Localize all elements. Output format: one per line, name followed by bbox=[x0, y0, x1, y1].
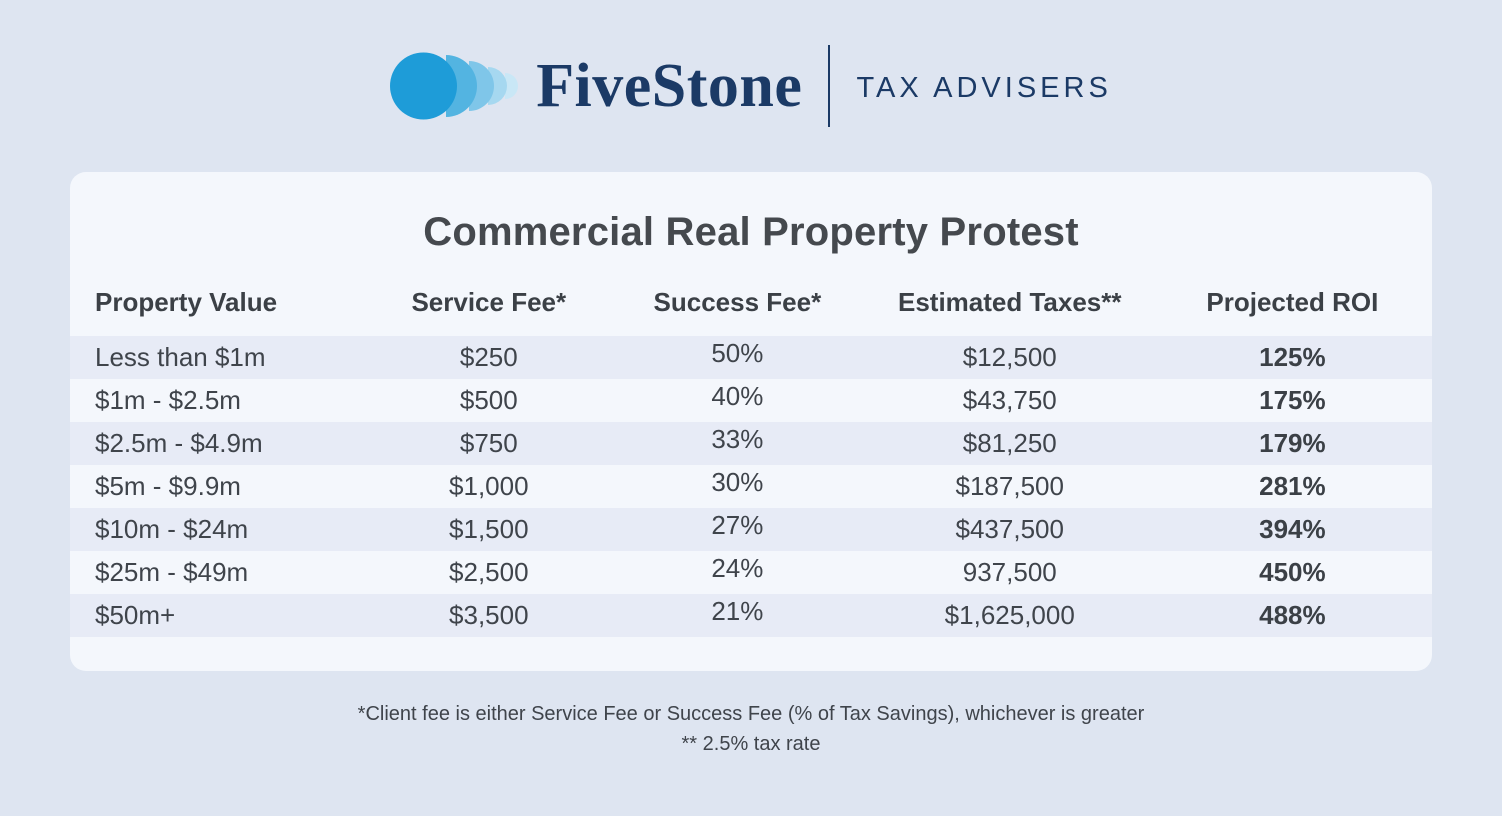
pricing-card: Commercial Real Property Protest Propert… bbox=[70, 172, 1432, 671]
table-cell: $5m - $9.9m bbox=[95, 471, 241, 501]
brand-tagline: TAX ADVISERS bbox=[856, 71, 1112, 104]
table-cell: $500 bbox=[459, 385, 518, 415]
table-cell: $187,500 bbox=[955, 471, 1064, 501]
table-cell: 24% bbox=[711, 553, 764, 583]
table-cell: 937,500 bbox=[962, 557, 1057, 587]
table-cell: 50% bbox=[711, 338, 764, 368]
table-cell: 33% bbox=[711, 424, 764, 454]
table-cell: $1,000 bbox=[449, 471, 529, 501]
table-cell: $43,750 bbox=[962, 385, 1057, 415]
table-row: $10m - $24m $1,500 27% $437,500 394% bbox=[70, 508, 1432, 551]
table-cell: 27% bbox=[711, 510, 764, 540]
table-cell: 40% bbox=[711, 381, 764, 411]
brand-name: FiveStone bbox=[536, 52, 803, 120]
fivestone-logo: FiveStone TAX ADVISERS bbox=[390, 45, 1112, 127]
table-cell: $250 bbox=[459, 342, 518, 372]
table-row: $25m - $49m $2,500 24% 937,500 450% bbox=[70, 551, 1432, 594]
table-cell: 175% bbox=[1259, 385, 1326, 415]
table-cell: $50m+ bbox=[95, 600, 176, 630]
footnote-client-fee: *Client fee is either Service Fee or Suc… bbox=[357, 703, 1145, 725]
table-cell: $1,500 bbox=[449, 514, 529, 544]
column-header: Projected ROI bbox=[1206, 287, 1379, 317]
table-cell: $2.5m - $4.9m bbox=[95, 428, 263, 458]
table-cell: 125% bbox=[1259, 342, 1326, 372]
table-header-row: Property Value Service Fee* Success Fee* Es… bbox=[70, 287, 1432, 336]
table-row: Less than $1m $250 50% $12,500 125% bbox=[70, 336, 1432, 379]
table-cell: 488% bbox=[1259, 600, 1326, 630]
table-cell: $750 bbox=[459, 428, 518, 458]
table-row: $2.5m - $4.9m $750 33% $81,250 179% bbox=[70, 422, 1432, 465]
logo-circle-icon bbox=[390, 52, 458, 120]
table-cell: Less than $1m bbox=[95, 342, 266, 372]
table-cell: $3,500 bbox=[449, 600, 529, 630]
logo-crescent-icon bbox=[505, 73, 519, 99]
brand-header: FiveStone TAX ADVISERS bbox=[0, 0, 1502, 172]
logo-divider bbox=[828, 45, 831, 127]
table-cell: $2,500 bbox=[449, 557, 529, 587]
table-cell: $12,500 bbox=[962, 342, 1057, 372]
table-row: $50m+ $3,500 21% $1,625,000 488% bbox=[70, 594, 1432, 637]
table-row: $5m - $9.9m $1,000 30% $187,500 281% bbox=[70, 465, 1432, 508]
table-cell: $81,250 bbox=[962, 428, 1057, 458]
column-header: Property Value bbox=[95, 287, 278, 317]
fivestone-circles-icon bbox=[390, 51, 520, 121]
footnote-tax-rate: ** 2.5% tax rate bbox=[681, 733, 821, 755]
column-header: Estimated Taxes** bbox=[897, 287, 1122, 317]
column-header: Success Fee* bbox=[653, 287, 822, 317]
table-cell: 179% bbox=[1259, 428, 1326, 458]
table-cell: 30% bbox=[711, 467, 764, 497]
table-cell: $1m - $2.5m bbox=[95, 385, 241, 415]
table-cell: 450% bbox=[1259, 557, 1326, 587]
table-cell: $437,500 bbox=[955, 514, 1064, 544]
footnotes: *Client fee is either Service Fee or Suc… bbox=[0, 699, 1502, 759]
table-row: $1m - $2.5m $500 40% $43,750 175% bbox=[70, 379, 1432, 422]
table-cell: 281% bbox=[1259, 471, 1326, 501]
table-cell: 21% bbox=[711, 596, 764, 626]
table-cell: 394% bbox=[1259, 514, 1326, 544]
page-title: Commercial Real Property Protest bbox=[423, 210, 1079, 254]
column-header: Service Fee* bbox=[411, 287, 567, 317]
table-cell: $10m - $24m bbox=[95, 514, 249, 544]
logo-crescent-icon bbox=[488, 67, 508, 105]
table-cell: $1,625,000 bbox=[944, 600, 1075, 630]
pricing-table: Property Value Service Fee* Success Fee* Es… bbox=[70, 287, 1432, 637]
table-cell: $25m - $49m bbox=[95, 557, 249, 587]
